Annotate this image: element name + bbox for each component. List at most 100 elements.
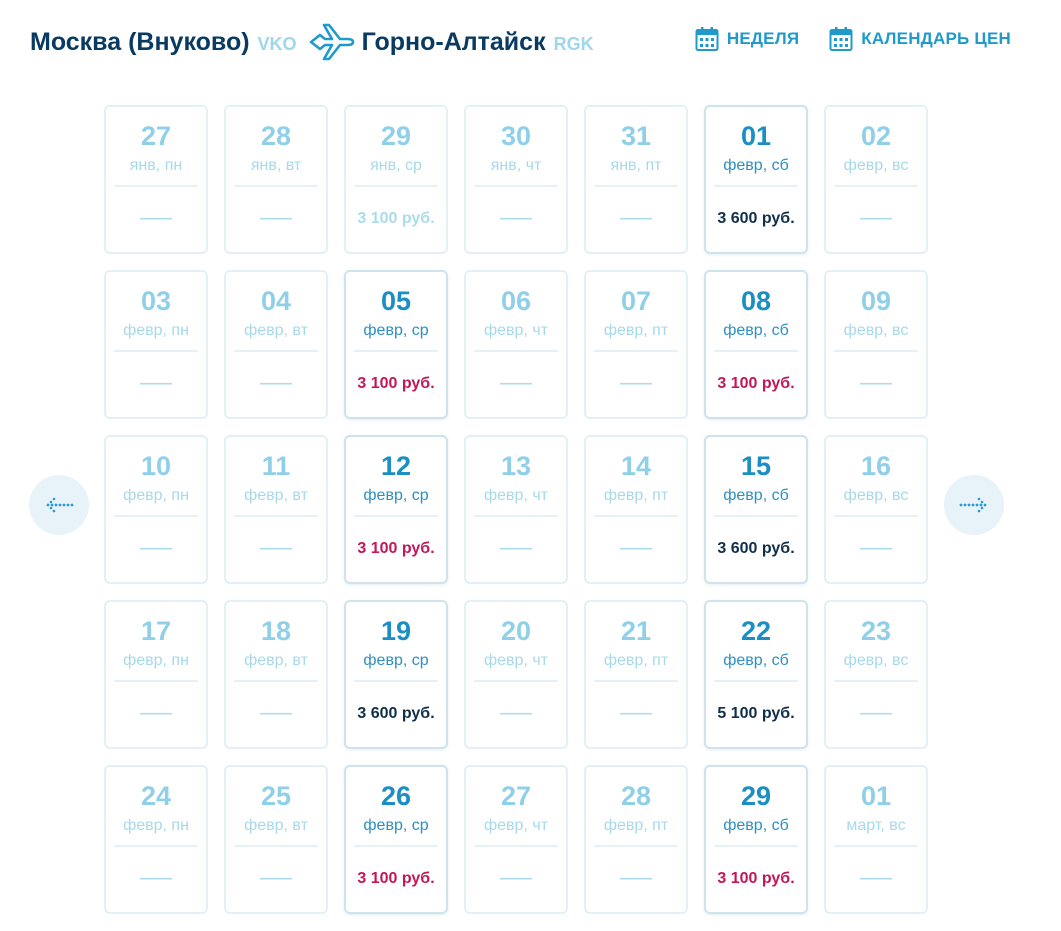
- cell-divider: [594, 680, 678, 682]
- day-month-weekday: янв, чт: [490, 157, 542, 174]
- calendar-day-cell[interactable]: 26 февр, ср 3 100 руб.: [344, 765, 448, 914]
- day-price: ——: [260, 705, 292, 722]
- day-number: 27: [500, 781, 532, 811]
- next-period-button[interactable]: [944, 475, 1004, 535]
- cell-divider: [474, 185, 558, 187]
- day-number: 28: [620, 781, 652, 811]
- day-price: ——: [860, 705, 892, 722]
- day-number: 12: [380, 451, 412, 481]
- day-number: 27: [140, 121, 172, 151]
- day-month-weekday: февр, сб: [723, 322, 789, 339]
- cell-divider: [354, 845, 438, 847]
- day-month-weekday: февр, вт: [244, 322, 308, 339]
- day-number: 05: [380, 286, 412, 316]
- calendar-day-cell: 06 февр, чт ——: [464, 270, 568, 419]
- day-number: 29: [740, 781, 772, 811]
- cell-divider: [474, 350, 558, 352]
- calendar-icon: [829, 27, 853, 51]
- calendar-day-cell: 01 март, вс ——: [824, 765, 928, 914]
- day-month-weekday: февр, пт: [603, 652, 669, 669]
- day-month-weekday: февр, вс: [843, 157, 909, 174]
- day-month-weekday: янв, пт: [610, 157, 662, 174]
- day-price: 3 100 руб.: [357, 870, 435, 887]
- day-price: ——: [620, 705, 652, 722]
- cell-divider: [114, 185, 198, 187]
- day-price: ——: [140, 375, 172, 392]
- cell-divider: [234, 680, 318, 682]
- day-month-weekday: февр, чт: [483, 817, 548, 834]
- cell-divider: [714, 845, 798, 847]
- day-price: ——: [140, 210, 172, 227]
- calendar-day-cell[interactable]: 19 февр, ср 3 600 руб.: [344, 600, 448, 749]
- calendar-day-cell[interactable]: 15 февр, сб 3 600 руб.: [704, 435, 808, 584]
- cell-divider: [714, 350, 798, 352]
- day-price: ——: [860, 540, 892, 557]
- day-month-weekday: февр, вт: [244, 817, 308, 834]
- day-month-weekday: янв, пн: [129, 157, 183, 174]
- day-price: ——: [500, 870, 532, 887]
- cell-divider: [594, 515, 678, 517]
- day-number: 10: [140, 451, 172, 481]
- cell-divider: [234, 845, 318, 847]
- cell-divider: [594, 845, 678, 847]
- day-month-weekday: февр, пт: [603, 487, 669, 504]
- day-number: 26: [380, 781, 412, 811]
- day-month-weekday: февр, вс: [843, 322, 909, 339]
- plane-icon: [309, 23, 354, 61]
- day-month-weekday: февр, пн: [123, 652, 189, 669]
- day-number: 30: [500, 121, 532, 151]
- day-month-weekday: март, вс: [846, 817, 906, 834]
- day-number: 08: [740, 286, 772, 316]
- day-number: 22: [740, 616, 772, 646]
- price-calendar-button[interactable]: КАЛЕНДАРЬ ЦЕН: [829, 26, 1011, 52]
- day-month-weekday: февр, ср: [363, 322, 429, 339]
- calendar-day-cell: 23 февр, вс ——: [824, 600, 928, 749]
- cell-divider: [714, 515, 798, 517]
- cell-divider: [114, 515, 198, 517]
- day-price: ——: [500, 375, 532, 392]
- cell-divider: [354, 515, 438, 517]
- day-price: ——: [860, 870, 892, 887]
- origin-airport-code: VKO: [257, 34, 297, 54]
- week-view-button[interactable]: НЕДЕЛЯ: [695, 26, 799, 52]
- calendar-day-cell[interactable]: 12 февр, ср 3 100 руб.: [344, 435, 448, 584]
- calendar-day-cell: 09 февр, вс ——: [824, 270, 928, 419]
- cell-divider: [114, 845, 198, 847]
- day-month-weekday: янв, ср: [370, 157, 422, 174]
- day-number: 14: [620, 451, 652, 481]
- cell-divider: [474, 515, 558, 517]
- day-month-weekday: февр, пт: [603, 322, 669, 339]
- day-month-weekday: февр, чт: [483, 652, 548, 669]
- cell-divider: [474, 680, 558, 682]
- calendar-day-cell[interactable]: 29 февр, сб 3 100 руб.: [704, 765, 808, 914]
- day-number: 01: [860, 781, 892, 811]
- day-number: 25: [260, 781, 292, 811]
- calendar-day-cell: 13 февр, чт ——: [464, 435, 568, 584]
- cell-divider: [114, 350, 198, 352]
- day-price: ——: [620, 540, 652, 557]
- cell-divider: [234, 350, 318, 352]
- day-price: ——: [260, 210, 292, 227]
- calendar-day-cell[interactable]: 22 февр, сб 5 100 руб.: [704, 600, 808, 749]
- origin-city: Москва (Внуково): [30, 27, 250, 56]
- day-month-weekday: февр, ср: [363, 487, 429, 504]
- calendar-day-cell: 30 янв, чт ——: [464, 105, 568, 254]
- day-month-weekday: февр, ср: [363, 652, 429, 669]
- calendar-day-cell: 16 февр, вс ——: [824, 435, 928, 584]
- calendar-day-cell[interactable]: 01 февр, сб 3 600 руб.: [704, 105, 808, 254]
- day-number: 21: [620, 616, 652, 646]
- day-price: 3 600 руб.: [717, 540, 795, 557]
- day-number: 16: [860, 451, 892, 481]
- day-price: ——: [620, 375, 652, 392]
- day-price: ——: [500, 540, 532, 557]
- calendar-day-cell: 21 февр, пт ——: [584, 600, 688, 749]
- day-price: ——: [140, 870, 172, 887]
- calendar-day-cell: 03 февр, пн ——: [104, 270, 208, 419]
- day-number: 06: [500, 286, 532, 316]
- previous-period-button[interactable]: [29, 475, 89, 535]
- calendar-day-cell: 24 февр, пн ——: [104, 765, 208, 914]
- day-number: 17: [140, 616, 172, 646]
- calendar-day-cell[interactable]: 08 февр, сб 3 100 руб.: [704, 270, 808, 419]
- calendar-day-cell[interactable]: 05 февр, ср 3 100 руб.: [344, 270, 448, 419]
- day-number: 11: [261, 451, 291, 481]
